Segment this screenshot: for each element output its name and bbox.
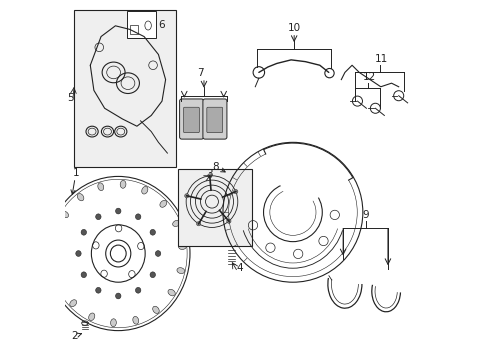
Ellipse shape [172,220,180,226]
Text: 7: 7 [197,68,203,78]
Ellipse shape [135,214,141,220]
Ellipse shape [142,186,147,194]
Text: 9: 9 [362,210,368,220]
Bar [74,10,176,167]
Text: 1: 1 [71,168,79,194]
Ellipse shape [56,280,64,287]
Circle shape [226,219,230,223]
Ellipse shape [110,319,116,327]
Bar [178,169,251,246]
Ellipse shape [133,316,139,324]
Ellipse shape [150,229,155,235]
Ellipse shape [77,194,83,201]
Circle shape [184,194,188,198]
Ellipse shape [115,208,121,214]
Ellipse shape [120,180,126,188]
FancyBboxPatch shape [179,99,203,139]
Ellipse shape [76,251,81,256]
Ellipse shape [168,289,175,296]
Ellipse shape [81,272,86,278]
Text: 2: 2 [71,331,81,341]
Text: 3: 3 [205,169,212,179]
Ellipse shape [88,313,95,320]
FancyBboxPatch shape [206,107,222,133]
Ellipse shape [52,234,60,239]
Ellipse shape [70,300,77,307]
Text: 5: 5 [67,93,74,103]
Bar [127,11,156,38]
Ellipse shape [152,306,159,314]
Ellipse shape [81,229,86,235]
Ellipse shape [178,244,186,249]
Bar [130,25,138,34]
FancyBboxPatch shape [183,107,199,133]
Text: 11: 11 [374,54,387,64]
Ellipse shape [150,272,155,278]
Circle shape [233,189,238,194]
Ellipse shape [135,287,141,293]
Text: 6: 6 [158,19,165,30]
Ellipse shape [96,287,101,293]
Ellipse shape [115,293,121,299]
Ellipse shape [98,183,103,190]
Ellipse shape [177,268,184,274]
Ellipse shape [96,214,101,220]
Text: 4: 4 [236,264,243,274]
Ellipse shape [155,251,161,256]
Wedge shape [263,143,352,212]
Text: 12: 12 [362,72,375,82]
Ellipse shape [50,257,58,263]
FancyBboxPatch shape [203,99,226,139]
Circle shape [196,222,201,226]
Text: 10: 10 [287,23,300,33]
Text: 8: 8 [212,162,225,172]
Circle shape [207,174,211,178]
Ellipse shape [61,211,68,218]
Ellipse shape [160,201,166,207]
